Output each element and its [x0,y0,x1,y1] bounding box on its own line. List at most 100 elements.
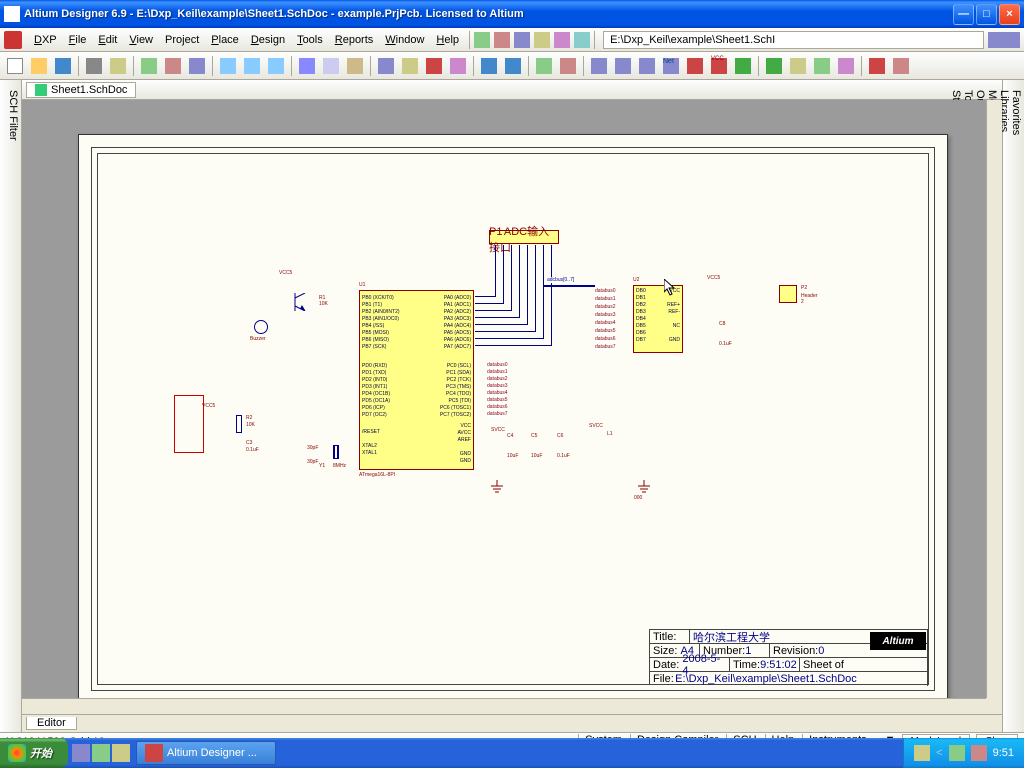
document-path-combo[interactable]: E:\Dxp_Keil\example\Sheet1.SchI [603,31,984,49]
copy-button[interactable] [320,55,342,77]
power-port: SVCC [491,427,505,433]
clear-button[interactable] [447,55,469,77]
part-button[interactable] [732,55,754,77]
menu-reports[interactable]: Reports [329,32,380,48]
menu-edit[interactable]: Edit [92,32,123,48]
start-button[interactable]: 开始 [0,738,68,768]
taskbar-app-button[interactable]: Altium Designer ... [136,741,276,765]
deselect-button[interactable] [423,55,445,77]
hierarchy-button[interactable] [533,55,555,77]
component-c6[interactable]: C6 0.1uF [557,433,570,459]
minimize-button[interactable]: — [953,4,974,25]
quicklaunch-icon[interactable] [92,744,110,762]
component-r2[interactable]: R2 10K [236,415,242,433]
maximize-button[interactable]: □ [976,4,997,25]
undo-button[interactable] [478,55,500,77]
schematic-canvas[interactable]: PB0 (XCK/T0)PB1 (T1)PB2 (AIN0/INT2)PB3 (… [22,100,1002,714]
scrollbar-horizontal[interactable] [22,698,986,714]
new-button[interactable] [4,55,26,77]
quicklaunch-icon[interactable] [72,744,90,762]
tray-icon[interactable] [971,745,987,761]
bus-button[interactable] [612,55,634,77]
menu-place[interactable]: Place [205,32,245,48]
document-tabs: Sheet1.SchDoc [22,80,1002,100]
gnd-symbol: 000 [634,480,654,501]
dxp-logo-icon[interactable] [4,31,22,49]
component-c2[interactable]: 30pF [307,459,318,465]
toolbar-icon[interactable] [514,32,530,48]
paste-button[interactable] [344,55,366,77]
component-c4[interactable]: C4 10uF [507,433,518,459]
menu-window[interactable]: Window [379,32,430,48]
power-port-button[interactable] [684,55,706,77]
menu-project[interactable]: Project [159,32,205,48]
menu-tools[interactable]: Tools [291,32,329,48]
sheet-entry-button[interactable] [787,55,809,77]
save-button[interactable] [52,55,74,77]
redo-button[interactable] [502,55,524,77]
nav-back-icon[interactable] [988,32,1004,48]
move-button[interactable] [399,55,421,77]
component-mcu[interactable]: PB0 (XCK/T0)PB1 (T1)PB2 (AIN0/INT2)PB3 (… [359,290,474,470]
print-button[interactable] [83,55,105,77]
zoom-out-button[interactable] [241,55,263,77]
bus-entry-button[interactable] [636,55,658,77]
toolbar-icon[interactable] [574,32,590,48]
tool-button[interactable] [162,55,184,77]
zoom-fit-button[interactable] [265,55,287,77]
component-header-p1[interactable]: P1 ADC输入接口 [489,230,559,244]
tray-icon[interactable] [949,745,965,761]
port-button[interactable] [811,55,833,77]
power-port: VCC5 [707,275,720,281]
annotation-button[interactable] [890,55,912,77]
altium-icon [145,744,163,762]
component-header-p2[interactable]: P2 Header 2 [779,285,797,303]
scrollbar-vertical[interactable] [986,100,1002,698]
component-l1[interactable]: L1 [607,431,613,437]
tool-button[interactable] [186,55,208,77]
cut-button[interactable] [296,55,318,77]
component-c8[interactable]: C8 0.1uF [719,321,732,347]
tool-button[interactable] [138,55,160,77]
menu-help[interactable]: Help [430,32,465,48]
open-button[interactable] [28,55,50,77]
component-adc[interactable]: DB0DB1DB2DB3DB4DB5DB6DB7 VCCREF+REF-NCGN… [633,285,683,353]
sch-filter-tab[interactable]: SCH Filter [7,86,19,726]
right-tab-favorites[interactable]: Favorites [1010,86,1022,726]
preview-button[interactable] [107,55,129,77]
gnd-symbol [487,480,507,497]
component-transistor[interactable] [291,293,307,314]
component-buzzer[interactable]: Buzzer [254,320,268,334]
document-tab[interactable]: Sheet1.SchDoc [26,82,136,98]
zoom-in-button[interactable] [217,55,239,77]
component-crystal[interactable]: Y1 8MHz [333,445,339,459]
menu-file[interactable]: File [63,32,93,48]
tray-icon[interactable] [914,745,930,761]
toolbar-icon[interactable] [474,32,490,48]
menu-dxp[interactable]: DXP [28,32,63,48]
harness-button[interactable] [835,55,857,77]
toolbar-icon[interactable] [554,32,570,48]
vcc-button[interactable]: VCC [708,55,730,77]
select-button[interactable] [375,55,397,77]
toolbar-icon[interactable] [534,32,550,48]
close-button[interactable]: × [999,4,1020,25]
title-block: Title:哈尔滨工程大学 Size: A4 Number:1 Revision… [649,629,929,685]
clock[interactable]: 9:51 [993,747,1014,759]
schematic-doc-icon [35,84,47,96]
window-title: Altium Designer 6.9 - E:\Dxp_Keil\exampl… [24,8,953,20]
wire-button[interactable] [588,55,610,77]
sheet-symbol-button[interactable] [763,55,785,77]
component-c1[interactable]: 30pF [307,445,318,451]
toolbar-icon[interactable] [494,32,510,48]
document-tab-label: Sheet1.SchDoc [51,84,127,96]
cross-probe-button[interactable] [557,55,579,77]
menu-design[interactable]: Design [245,32,291,48]
nav-fwd-icon[interactable] [1004,32,1020,48]
component-c5[interactable]: C5 10uF [531,433,542,459]
quicklaunch-icon[interactable] [112,744,130,762]
no-erc-button[interactable] [866,55,888,77]
net-label-button[interactable]: Net [660,55,682,77]
menu-view[interactable]: View [123,32,159,48]
editor-tab[interactable]: Editor [26,717,77,730]
